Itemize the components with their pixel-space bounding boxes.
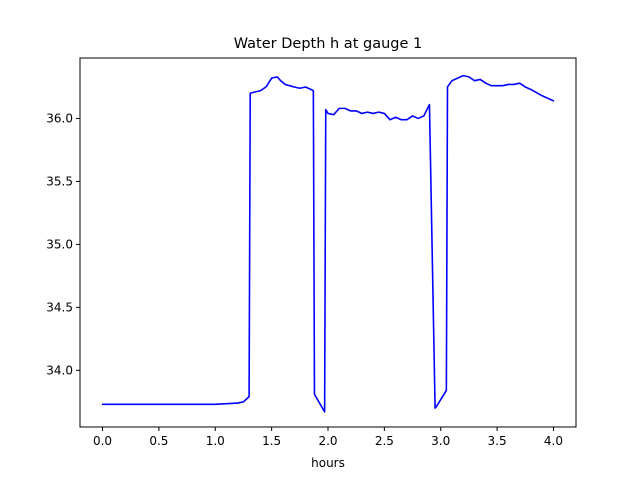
x-axis: 0.0 0.5 1.0 1.5 2.0 2.5 3.0 3.5 4.0 <box>93 427 563 448</box>
plot-frame <box>79 57 577 428</box>
y-tick-label: 35.0 <box>46 237 73 251</box>
x-tick-label: 3.0 <box>431 434 450 448</box>
y-tick-label: 34.0 <box>46 363 73 377</box>
series-line <box>101 74 555 413</box>
y-axis: 34.0 34.5 35.0 35.5 36.0 <box>46 111 80 377</box>
x-tick-label: 4.0 <box>544 434 563 448</box>
x-tick-label: 2.0 <box>318 434 337 448</box>
x-tick-label: 1.0 <box>206 434 225 448</box>
x-tick-label: 2.5 <box>375 434 394 448</box>
y-tick-label: 36.0 <box>46 111 73 125</box>
x-tick-label: 3.5 <box>488 434 507 448</box>
x-tick-label: 0.5 <box>149 434 168 448</box>
x-axis-label: hours <box>311 456 345 470</box>
plot-background <box>80 58 576 427</box>
chart-title: Water Depth h at gauge 1 <box>234 36 422 52</box>
y-tick-label: 34.5 <box>46 300 73 314</box>
series-layer <box>101 74 555 413</box>
x-tick-label: 1.5 <box>262 434 281 448</box>
x-tick-label: 0.0 <box>93 434 112 448</box>
y-tick-label: 35.5 <box>46 174 73 188</box>
